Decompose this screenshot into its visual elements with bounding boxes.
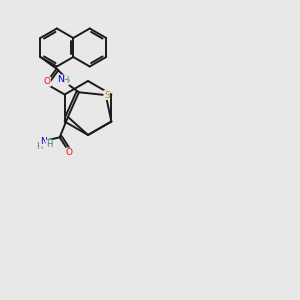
Text: O: O — [66, 148, 73, 157]
Text: H: H — [62, 76, 69, 85]
Text: H: H — [36, 142, 42, 151]
Text: S: S — [104, 91, 110, 100]
Text: N: N — [40, 137, 46, 146]
Text: H: H — [46, 140, 52, 149]
Text: O: O — [44, 77, 51, 86]
Text: N: N — [57, 75, 64, 84]
